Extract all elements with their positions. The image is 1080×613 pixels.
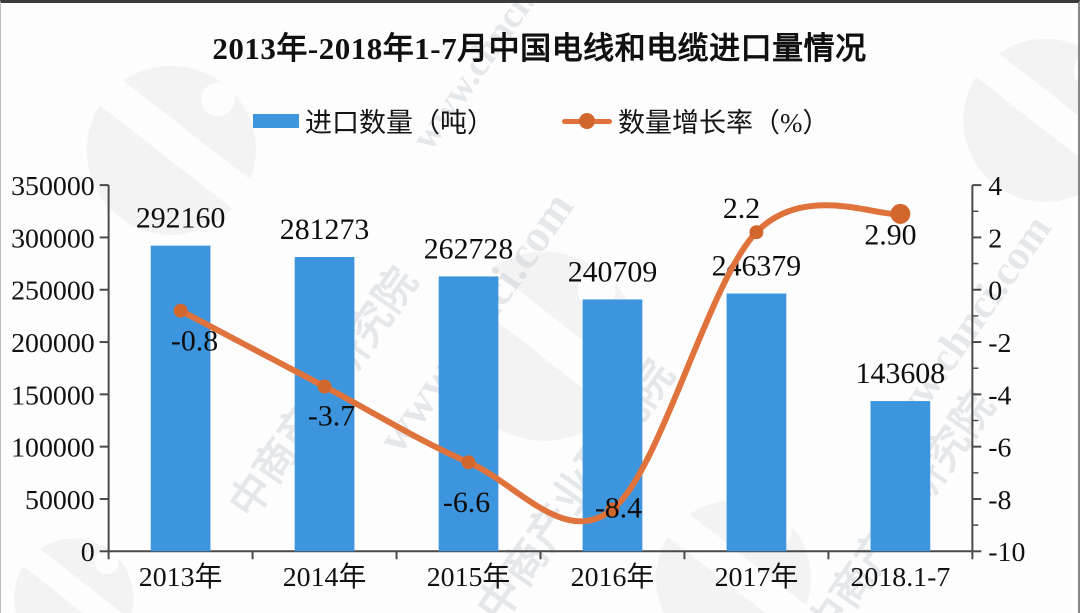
right-axis-tick-label: 2 — [988, 223, 1002, 254]
line-point-marker — [317, 379, 332, 394]
right-axis-tick-label: -4 — [988, 380, 1011, 411]
x-axis-category-label: 2015年 — [427, 561, 511, 593]
chart-legend: 进口数量（吨） 数量增长率（%） — [253, 101, 830, 140]
line-dot-icon — [579, 112, 595, 129]
page-title: 2013年-2018年1-7月中国电线和电缆进口量情况 — [212, 31, 867, 66]
bar — [726, 293, 787, 552]
line-point-marker — [605, 502, 620, 517]
bar — [438, 276, 499, 552]
left-axis-tick-label: 300000 — [11, 223, 95, 254]
right-axis-tick-label: -6 — [988, 433, 1011, 464]
bar — [150, 245, 211, 552]
line-value-label: -3.7 — [308, 399, 355, 432]
left-axis-tick-label: 150000 — [11, 380, 95, 411]
line-point-marker — [173, 303, 188, 318]
line-value-label: 2.2 — [723, 192, 760, 225]
legend-label-imports: 进口数量（吨） — [305, 108, 494, 138]
bar — [870, 401, 931, 552]
line-series-swatch — [562, 112, 612, 129]
x-axis-category-label: 2014年 — [283, 561, 367, 593]
line-value-label: -6.6 — [443, 486, 490, 519]
bar-value-label: 281273 — [280, 213, 370, 246]
left-axis-tick-label: 100000 — [11, 433, 95, 464]
bar-series-swatch — [253, 113, 299, 128]
line-value-label: -0.8 — [171, 324, 218, 357]
bar — [294, 257, 355, 552]
legend-item-imports: 进口数量（吨） — [253, 101, 494, 140]
left-axis-tick-label: 0 — [81, 537, 95, 568]
bar-value-label: 262728 — [424, 233, 514, 266]
right-axis-tick-label: 0 — [988, 276, 1002, 307]
bar-value-label: 292160 — [136, 202, 226, 235]
bar-value-label: 240709 — [568, 256, 658, 289]
right-axis-tick-label: -2 — [988, 328, 1011, 359]
x-axis-category-label: 2018.1-7 — [850, 562, 950, 593]
chart-canvas: 0 50000 100000 150000 200000 250000 300000 3500… — [11, 171, 1025, 593]
line-point-marker — [749, 225, 764, 240]
legend-label-growth-rate: 数量增长率（%） — [618, 108, 830, 138]
x-axis-category-label: 2017年 — [715, 561, 799, 593]
legend-item-growth-rate: 数量增长率（%） — [562, 101, 830, 140]
x-axis-category-label: 2016年 — [571, 561, 655, 593]
left-axis-tick-label: 350000 — [11, 171, 95, 202]
left-axis-tick-label: 50000 — [25, 485, 95, 516]
line-point-marker — [461, 455, 476, 470]
right-axis-tick-label: -10 — [988, 537, 1025, 568]
x-axis-category-label: 2013年 — [139, 561, 223, 593]
line-value-label: 2.90 — [864, 219, 916, 252]
bar-value-label: 143608 — [856, 357, 946, 390]
line-point-marker — [890, 203, 911, 224]
left-axis-tick-label: 200000 — [11, 328, 95, 359]
right-axis-tick-label: 4 — [988, 171, 1002, 202]
right-axis-tick-label: -8 — [988, 485, 1011, 516]
line-value-label: -8.4 — [595, 491, 642, 524]
left-axis-tick-label: 250000 — [11, 276, 95, 307]
